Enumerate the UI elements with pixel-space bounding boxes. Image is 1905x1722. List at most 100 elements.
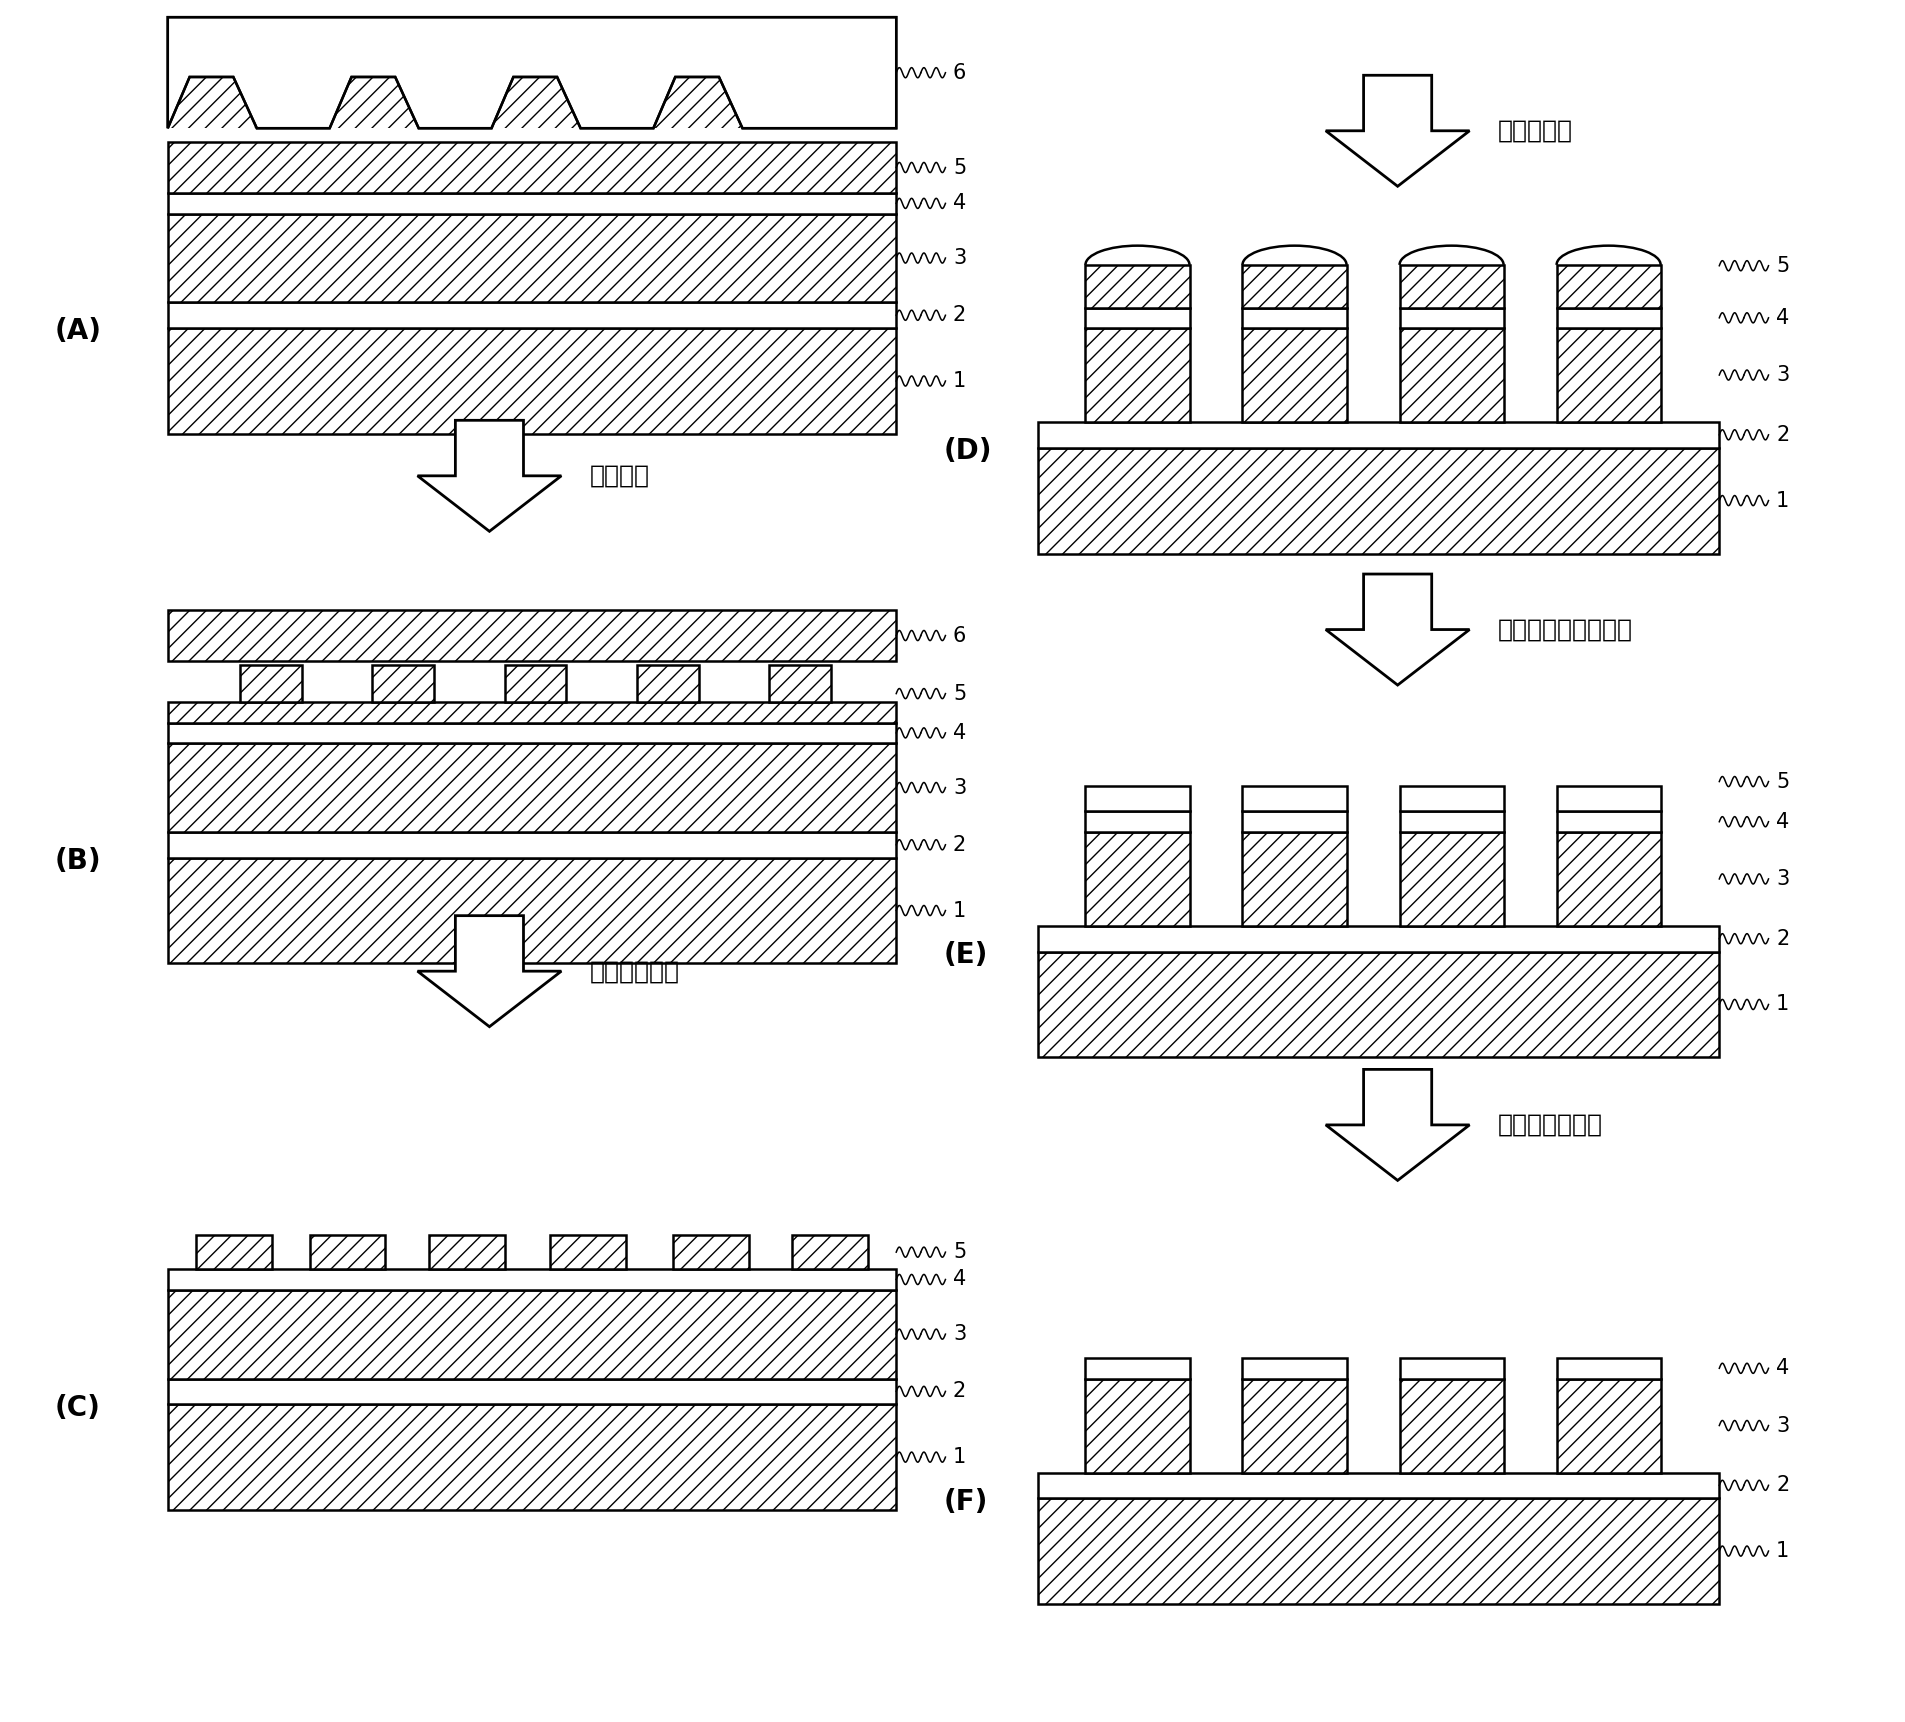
Bar [1398, 1379, 1503, 1472]
Polygon shape [1326, 76, 1469, 186]
Bar [168, 193, 895, 214]
Bar [1242, 785, 1345, 811]
Bar [168, 1403, 895, 1510]
Polygon shape [417, 420, 562, 532]
Bar [551, 1235, 625, 1269]
Bar [168, 1290, 895, 1379]
Text: 5: 5 [1775, 257, 1789, 276]
Bar [168, 17, 895, 127]
Bar [636, 665, 699, 703]
Bar [168, 1379, 895, 1403]
Bar [1556, 832, 1659, 926]
Text: 2: 2 [1775, 928, 1789, 949]
Text: 6: 6 [952, 625, 966, 646]
Text: 2: 2 [1775, 425, 1789, 444]
Text: 2: 2 [952, 835, 966, 854]
Text: 3: 3 [1775, 1415, 1789, 1436]
Bar [1084, 308, 1189, 329]
Polygon shape [417, 916, 562, 1026]
Text: 4: 4 [952, 1269, 966, 1290]
Bar [1242, 265, 1345, 308]
Text: 4: 4 [1775, 811, 1789, 832]
Text: 5: 5 [952, 157, 966, 177]
Bar [168, 141, 895, 193]
Text: 3: 3 [952, 778, 966, 797]
Text: 2: 2 [952, 1381, 966, 1402]
Bar [1242, 1379, 1345, 1472]
Bar [1398, 308, 1503, 329]
Bar [1038, 1472, 1718, 1498]
Bar [1084, 832, 1189, 926]
Polygon shape [1326, 573, 1469, 685]
Bar [1038, 952, 1718, 1057]
Bar [1084, 1379, 1189, 1472]
Text: 形成刻蚊图案: 形成刻蚊图案 [589, 959, 680, 983]
Text: (B): (B) [53, 847, 101, 875]
Bar [168, 858, 895, 964]
Bar [1556, 265, 1659, 308]
Bar [429, 1235, 505, 1269]
Bar [168, 610, 895, 661]
Text: 2: 2 [1775, 1476, 1789, 1495]
Bar [1242, 832, 1345, 926]
Bar [1242, 811, 1345, 832]
Bar [672, 1235, 749, 1269]
Text: 2: 2 [952, 305, 966, 325]
Bar [792, 1235, 867, 1269]
Bar [1242, 329, 1345, 422]
Text: 1: 1 [1775, 491, 1789, 511]
Text: 5: 5 [952, 1242, 966, 1262]
Text: 1: 1 [952, 901, 966, 921]
Bar [168, 832, 895, 858]
Text: 4: 4 [1775, 308, 1789, 327]
Bar [1556, 811, 1659, 832]
Bar [1398, 785, 1503, 811]
Text: 5: 5 [952, 684, 966, 704]
Bar [1084, 785, 1189, 811]
Bar [1038, 448, 1718, 553]
Text: (E): (E) [943, 940, 987, 969]
Bar [1398, 329, 1503, 422]
Bar [1556, 785, 1659, 811]
Polygon shape [1326, 1069, 1469, 1180]
Bar [309, 1235, 385, 1269]
Bar [505, 665, 566, 703]
Bar [371, 665, 434, 703]
Bar [168, 744, 895, 832]
Text: 3: 3 [952, 1324, 966, 1345]
Bar [1398, 1359, 1503, 1379]
Text: 1: 1 [1775, 995, 1789, 1014]
Bar [168, 703, 895, 723]
Text: 3: 3 [1775, 870, 1789, 889]
Bar [1398, 265, 1503, 308]
Bar [1084, 329, 1189, 422]
Bar [168, 214, 895, 303]
Bar [240, 665, 301, 703]
Text: 4: 4 [952, 723, 966, 742]
Bar [1398, 811, 1503, 832]
Text: 3: 3 [952, 248, 966, 269]
Bar [1084, 1359, 1189, 1379]
Bar [168, 723, 895, 744]
Bar [1556, 329, 1659, 422]
Text: 1: 1 [952, 1446, 966, 1467]
Bar [168, 1269, 895, 1290]
Text: 5: 5 [1775, 771, 1789, 792]
Bar [1242, 308, 1345, 329]
Bar [1556, 308, 1659, 329]
Text: 4: 4 [1775, 1359, 1789, 1378]
Bar [1242, 1359, 1345, 1379]
Bar [168, 303, 895, 329]
Text: (D): (D) [943, 437, 991, 465]
Text: 1: 1 [1775, 1541, 1789, 1562]
Text: 刻蚊磁性层: 刻蚊磁性层 [1497, 119, 1572, 143]
Text: 3: 3 [1775, 365, 1789, 386]
Text: 1: 1 [952, 370, 966, 391]
Bar [1038, 1498, 1718, 1603]
Text: 剖离剂溶液清洗: 剖离剂溶液清洗 [1497, 1112, 1602, 1137]
Text: (C): (C) [53, 1393, 101, 1422]
Text: 按压模具: 按压模具 [589, 463, 650, 487]
Bar [1038, 926, 1718, 952]
Bar [770, 665, 831, 703]
Text: 6: 6 [952, 62, 966, 83]
